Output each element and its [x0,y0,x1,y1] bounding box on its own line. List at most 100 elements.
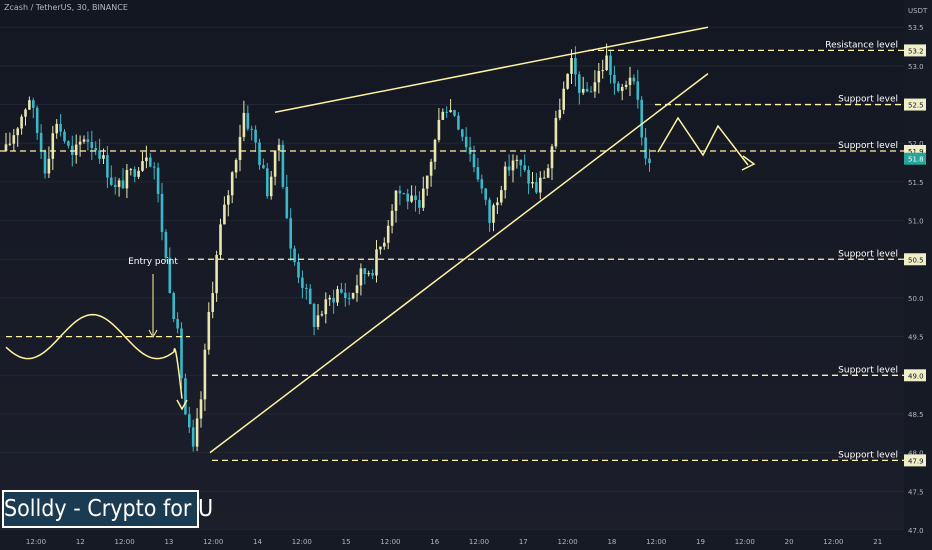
candle [566,73,569,90]
projection-path [657,116,749,166]
candle-body [262,165,265,169]
candle-body [484,188,487,200]
candle-body [24,109,27,117]
candle [375,239,378,283]
candle-body [269,176,273,197]
candle-body [47,158,51,174]
candle [371,269,374,280]
candle [632,74,636,85]
candle-body [632,77,636,82]
candle [496,197,499,215]
price-tag [904,454,926,467]
candle-body [266,168,269,197]
x-tick-label: 12:00 [26,538,46,546]
candle [180,322,183,389]
candle [472,145,476,173]
candle-body [223,204,226,225]
candle [160,182,164,241]
candle [597,63,601,94]
candle [258,138,261,170]
candle-body [620,86,624,91]
candle [191,419,195,452]
candle [581,76,585,95]
candle-body [281,144,285,187]
candle [613,65,616,95]
candle [293,245,296,266]
candle-body [246,112,250,129]
candle-body [648,158,651,164]
candle [277,138,281,162]
candle-body [168,257,172,294]
candle-body [219,224,222,255]
candle [386,219,390,250]
y-tick-label: 47.5 [908,488,924,496]
candle [429,158,433,187]
x-tick-label: 21 [873,538,882,546]
candle [422,176,425,211]
candle [176,312,179,334]
candle [98,138,101,164]
candle [24,108,27,126]
candle [320,310,324,317]
wave-arrow-head [176,399,188,411]
candle-body [285,186,289,219]
candle-body [503,166,507,191]
candle-body [121,180,125,189]
candle [628,66,632,97]
price-tag [904,369,926,382]
candle [28,96,31,110]
candle [316,304,320,330]
candle-body [340,289,343,293]
candle-body [379,246,382,250]
candle [156,162,160,203]
candle [141,151,144,172]
candle-body [39,132,43,152]
x-tick-label: 12:00 [115,538,135,546]
candle-body [43,151,47,174]
candle-body [207,311,211,350]
candle [121,168,125,189]
candle [305,283,308,300]
candle-body [312,303,316,327]
candle-body [617,83,620,91]
candle-body [160,193,164,232]
x-tick-label: 12:00 [646,538,666,546]
candle [227,190,230,217]
candle [359,263,363,296]
candle [203,343,207,412]
candle [250,125,253,141]
candle-body [203,349,207,400]
candle-body [113,184,117,187]
level-label: Support level [838,95,898,105]
candle [223,196,226,225]
candle [230,171,234,204]
candle-body [102,155,105,159]
candle-body [585,88,589,92]
candle-body [531,182,534,184]
candle [558,98,562,121]
price-tag [904,253,926,266]
candle-body [488,199,491,223]
currency-label: USDT [908,7,928,15]
candle-body [535,182,538,193]
candle [47,146,51,178]
candle-body [12,135,16,144]
candle-body [74,144,78,156]
candle-body [355,285,359,294]
candle-body [445,111,448,113]
candle-body [589,91,593,93]
y-tick-label: 47.0 [908,527,924,535]
candle [195,408,199,452]
y-tick-label: 53.0 [908,63,924,71]
candle-body [133,169,136,177]
candle-body [605,55,608,71]
x-tick-label: 12:00 [558,538,578,546]
candle-body [215,254,218,294]
candle [578,71,581,105]
candle [464,127,468,153]
candle [289,208,292,261]
candle [355,274,359,302]
